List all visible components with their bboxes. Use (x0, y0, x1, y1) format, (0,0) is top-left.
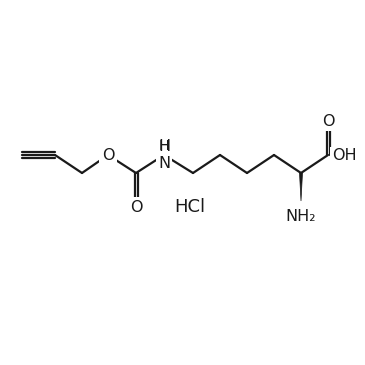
Text: H
N: H N (158, 139, 170, 171)
Text: O: O (130, 200, 142, 215)
Text: OH: OH (332, 149, 357, 164)
Text: NH₂: NH₂ (286, 209, 316, 224)
Text: O: O (102, 147, 114, 162)
Text: N: N (158, 156, 170, 171)
Text: H: H (159, 139, 169, 153)
Polygon shape (300, 173, 303, 201)
Text: HCl: HCl (174, 198, 205, 216)
Text: O: O (322, 114, 334, 128)
